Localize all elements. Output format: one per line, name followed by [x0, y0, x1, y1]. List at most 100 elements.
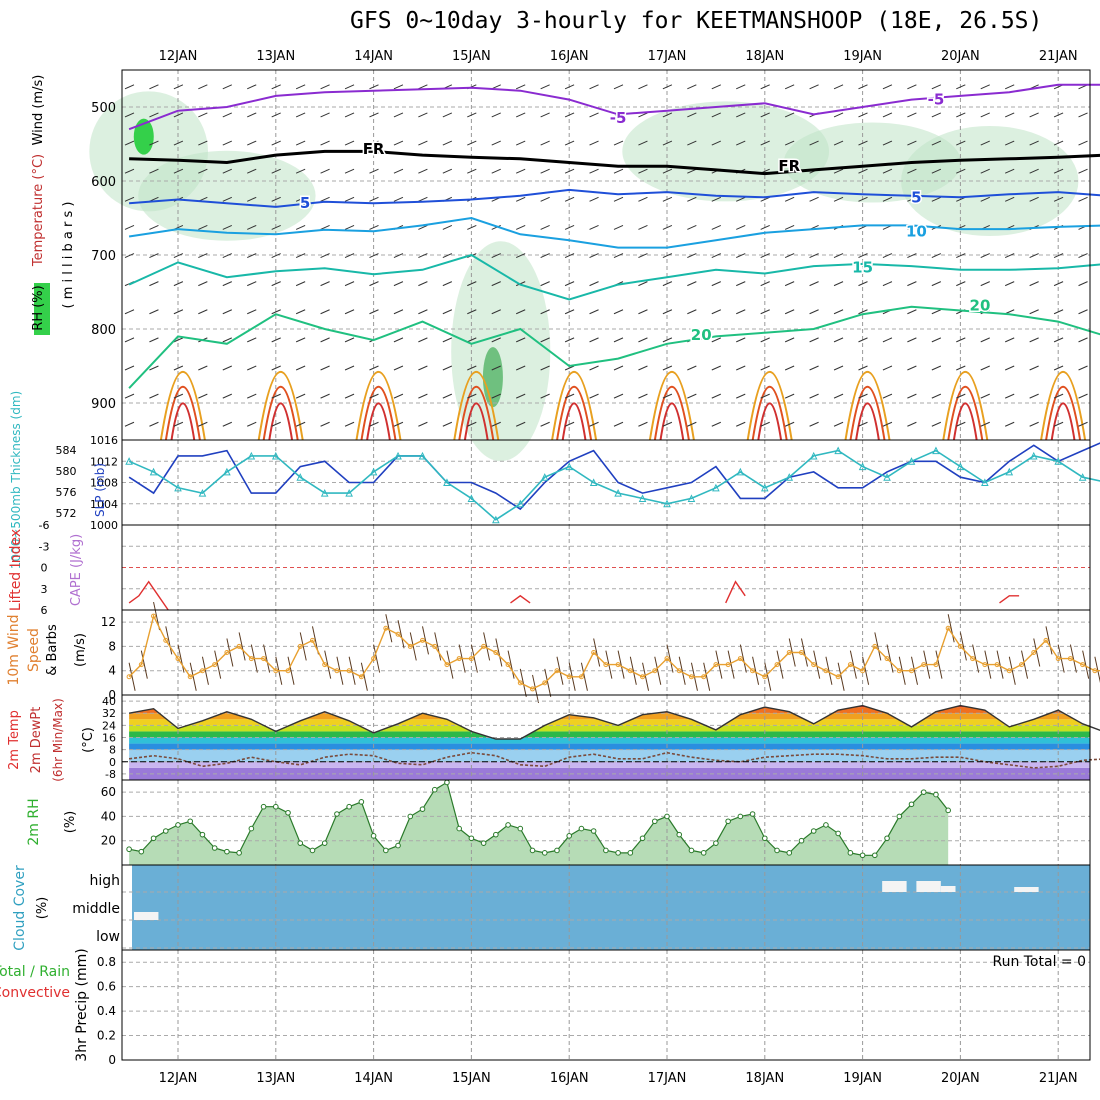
thickness-axis-label: 1000~500mb Thickness (dm): [9, 391, 23, 569]
temp-band: [129, 731, 1090, 738]
surface-wind-barb: [739, 644, 747, 673]
wind-barb: [393, 112, 404, 118]
wind-speed-point: [603, 662, 609, 668]
wind-barb: [833, 253, 844, 258]
wind-tick-label: 0: [108, 688, 116, 702]
wind-barb: [638, 421, 648, 427]
warm-contour: [942, 371, 989, 441]
wind-barb: [613, 421, 624, 427]
wind-barb: [736, 337, 746, 343]
wind-barb: [1029, 365, 1039, 371]
wind-barb: [809, 281, 819, 287]
wind-speed-point: [175, 656, 181, 662]
wind-barb: [1053, 337, 1064, 343]
rh-point: [260, 803, 267, 810]
surface-wind-barb: [128, 662, 136, 691]
wind-barb: [711, 112, 721, 118]
thickness-marker: [932, 446, 940, 455]
thickness-marker: [1054, 457, 1063, 465]
temp-band: [129, 725, 1090, 732]
wind-barb: [687, 309, 697, 315]
wind-barb: [540, 224, 550, 230]
wind-barb: [662, 253, 673, 258]
wind-barb: [907, 168, 917, 174]
surface-wind-barb: [678, 656, 686, 685]
wind-barb: [784, 84, 795, 90]
convective-axis-label: Convective: [0, 985, 70, 1001]
wind-barb: [173, 393, 184, 399]
thickness-marker: [907, 457, 916, 465]
wind-barb: [295, 168, 306, 174]
wind-barb: [198, 224, 208, 230]
lifted-index-panel: -6 -3 0 3 6 Lifted Index CAPE (J/kg): [8, 519, 1091, 617]
wind-barb: [173, 140, 184, 146]
wind-barb: [1029, 112, 1039, 118]
wind-barb: [149, 393, 159, 399]
wind-barb: [467, 421, 477, 427]
thickness-marker: [883, 473, 891, 481]
wind-barb: [809, 84, 819, 90]
wind-barb: [882, 365, 893, 371]
surface-wind-barb: [874, 632, 882, 661]
wind-speed-point: [248, 656, 254, 662]
contour-label: -5: [610, 109, 627, 127]
barbs-axis-label: & Barbs: [45, 624, 60, 676]
wind-barb: [540, 421, 550, 427]
wind-barb: [1078, 196, 1088, 202]
contour-label: 5: [911, 188, 921, 206]
cloud-panel: high middle low Cloud Cover (%): [12, 864, 1091, 951]
surface-wind-barb: [642, 662, 650, 691]
wind-barb: [222, 140, 232, 146]
wind-barb: [173, 112, 184, 118]
rh-point: [236, 850, 242, 856]
wind-barb: [418, 393, 428, 399]
wind-speed-point: [970, 656, 976, 662]
wind-barb: [418, 224, 428, 230]
wind-barb: [613, 365, 624, 371]
wind-barb: [638, 309, 648, 315]
wind-barb: [687, 140, 697, 146]
wind-barb: [442, 421, 453, 427]
contour-label: 10: [906, 222, 927, 240]
rh-point: [651, 818, 658, 825]
wind-barb: [467, 168, 477, 174]
wind-barb: [980, 365, 990, 371]
rh-tick-label: 60: [101, 785, 116, 799]
wind-speed-point: [676, 668, 682, 674]
surface-wind-barb: [849, 650, 857, 679]
wind-barb: [442, 309, 453, 315]
wind-barb: [247, 393, 257, 399]
wind-speed-point: [346, 668, 352, 674]
wind-speed-axis-label: Speed: [26, 628, 42, 672]
wind-barb: [784, 112, 795, 118]
surface-wind-barb: [470, 644, 478, 673]
rh-point: [737, 813, 744, 820]
wind-barb: [638, 253, 648, 258]
surface-wind-barb: [1008, 656, 1016, 685]
cloud-level-label: high: [89, 873, 120, 889]
wind-barb: [491, 365, 501, 371]
thickness-marker: [834, 446, 842, 455]
thickness-marker: [736, 467, 745, 476]
wind-barb: [369, 84, 379, 90]
run-total-label: Run Total = 0: [992, 954, 1086, 970]
lifted-index-line: [725, 580, 746, 604]
surface-wind-barb: [727, 650, 735, 679]
wind-barb: [760, 253, 770, 258]
wind-barb: [442, 393, 453, 399]
wind-speed-point: [615, 662, 621, 668]
wind-barb: [760, 140, 770, 146]
rh-point: [346, 803, 352, 810]
wind-barb: [295, 224, 306, 230]
warm-contour: [844, 371, 891, 441]
thickness-marker: [149, 467, 158, 476]
wind-barb: [833, 84, 844, 90]
slp-thickness-panel: 1016 1012 1008 1004 1000 584 580 576 572 1000~500…: [9, 391, 1100, 569]
wind-barb: [1078, 140, 1088, 146]
wind-barb: [222, 253, 232, 258]
slp-tick-label: 1008: [90, 477, 118, 490]
wind-speed-point: [725, 662, 731, 668]
warm-contour: [1045, 386, 1082, 441]
wind-barb: [1053, 365, 1064, 371]
wind-speed-point: [566, 674, 572, 680]
